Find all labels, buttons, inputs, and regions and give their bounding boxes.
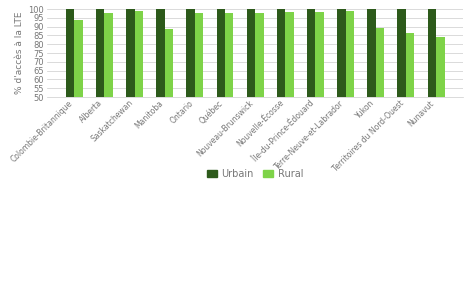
- Y-axis label: % d'accès à la LTE: % d'accès à la LTE: [15, 12, 24, 94]
- Bar: [428, 9, 436, 185]
- Bar: [96, 9, 105, 185]
- Legend: Urbain, Rural: Urbain, Rural: [203, 165, 308, 183]
- Bar: [135, 11, 143, 185]
- Bar: [126, 9, 135, 185]
- Bar: [316, 12, 324, 185]
- Bar: [66, 9, 74, 185]
- Bar: [277, 9, 285, 185]
- Bar: [285, 12, 294, 185]
- Bar: [247, 9, 255, 185]
- Bar: [195, 13, 204, 185]
- Bar: [346, 11, 354, 185]
- Bar: [217, 9, 225, 185]
- Bar: [307, 9, 316, 185]
- Bar: [187, 9, 195, 185]
- Bar: [376, 28, 384, 185]
- Bar: [337, 9, 346, 185]
- Bar: [165, 29, 173, 185]
- Bar: [397, 9, 406, 185]
- Bar: [406, 33, 414, 185]
- Bar: [156, 9, 165, 185]
- Bar: [74, 20, 83, 185]
- Bar: [105, 13, 113, 185]
- Bar: [255, 13, 264, 185]
- Bar: [225, 13, 234, 185]
- Bar: [436, 37, 445, 185]
- Bar: [367, 9, 376, 185]
